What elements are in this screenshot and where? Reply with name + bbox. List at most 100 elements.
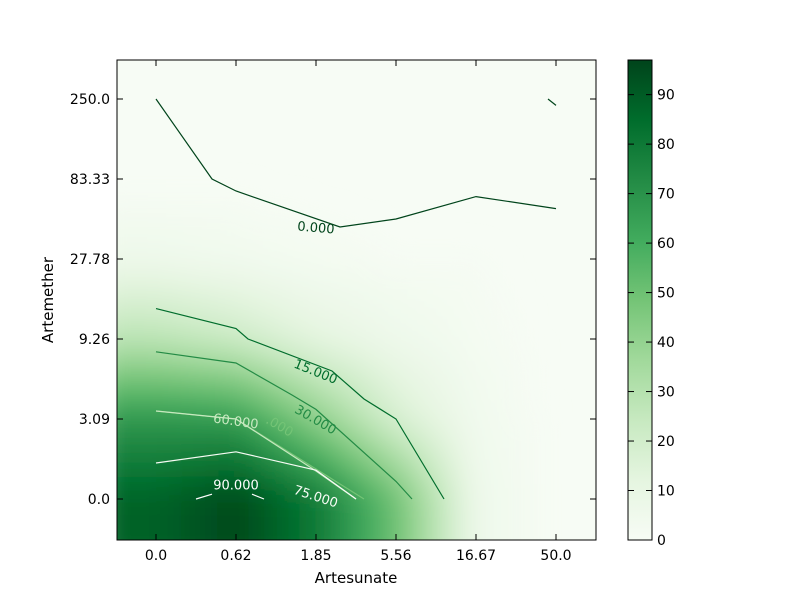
heat-cell: [181, 532, 194, 540]
heat-cell: [253, 280, 266, 293]
heat-cell: [181, 328, 194, 341]
heat-cell: [277, 532, 290, 540]
heat-cell: [421, 292, 434, 305]
heat-cell: [157, 532, 170, 540]
heat-cell: [217, 436, 230, 449]
heat-cell: [217, 232, 230, 245]
heat-cell: [445, 484, 458, 497]
heat-cell: [205, 292, 218, 305]
heat-cell: [481, 352, 494, 365]
heat-cell: [469, 364, 482, 377]
heat-cell: [289, 496, 302, 509]
heat-cell: [121, 256, 134, 269]
heat-cell: [445, 436, 458, 449]
heat-cell: [493, 532, 506, 540]
heat-cell: [349, 244, 362, 257]
heat-cell: [181, 556, 194, 569]
contour-line: [155, 451, 357, 500]
heat-cell: [117, 232, 122, 245]
heat-cell: [133, 280, 146, 293]
heat-cell: [205, 388, 218, 401]
heat-cell: [145, 412, 158, 425]
heat-cell: [325, 424, 338, 437]
heat-cell: [409, 424, 422, 437]
heat-cell: [421, 268, 434, 281]
heat-cell: [181, 304, 194, 317]
heat-cell: [433, 256, 446, 269]
heat-cell: [481, 292, 494, 305]
heat-cell: [169, 232, 182, 245]
heat-cell: [505, 484, 518, 497]
heat-cell: [241, 472, 254, 485]
heat-cell: [397, 316, 410, 329]
heat-cell: [205, 244, 218, 257]
heat-cell: [397, 292, 410, 305]
heat-cell: [301, 304, 314, 317]
heat-cell: [361, 388, 374, 401]
heat-cell: [517, 424, 530, 437]
heat-cell: [457, 496, 470, 509]
heat-cell: [217, 424, 230, 437]
heat-cell: [229, 436, 242, 449]
heat-cell: [349, 508, 362, 521]
heat-cell: [349, 448, 362, 461]
heat-cell: [265, 376, 278, 389]
heat-cell: [313, 244, 326, 257]
heat-cell: [97, 232, 110, 245]
heat-cell: [97, 292, 110, 305]
heat-cell: [457, 268, 470, 281]
heat-cell: [445, 256, 458, 269]
heat-cell: [289, 220, 302, 233]
heat-cell: [193, 472, 206, 485]
heat-cell: [157, 232, 170, 245]
contour-line: [155, 351, 413, 500]
heat-cell: [505, 412, 518, 425]
heat-cell: [397, 304, 410, 317]
y-tick-label: 9.26: [79, 332, 110, 348]
heat-cell: [169, 508, 182, 521]
heat-cell: [361, 424, 374, 437]
heat-cell: [373, 532, 386, 540]
heat-cell: [145, 304, 158, 317]
heat-cell: [241, 424, 254, 437]
heat-cell: [361, 484, 374, 497]
heat-cell: [493, 484, 506, 497]
heat-cell: [121, 472, 134, 485]
heat-cell: [121, 244, 134, 257]
heat-cell: [313, 256, 326, 269]
heat-cell: [289, 232, 302, 245]
heat-cell: [325, 448, 338, 461]
heat-cell: [421, 448, 434, 461]
heat-cell: [349, 280, 362, 293]
x-tick-label: 1.85: [300, 548, 331, 564]
heat-cell: [289, 268, 302, 281]
heat-cell: [445, 508, 458, 521]
heat-cell: [117, 496, 122, 509]
heat-cell: [373, 376, 386, 389]
heat-cell: [361, 328, 374, 341]
heat-cell: [469, 388, 482, 401]
heat-cell: [241, 292, 254, 305]
heat-cell: [169, 268, 182, 281]
heat-cell: [325, 436, 338, 449]
heat-cell: [349, 436, 362, 449]
heat-cell: [277, 484, 290, 497]
heat-cell: [181, 460, 194, 473]
heat-cell: [145, 484, 158, 497]
heat-cell: [229, 244, 242, 257]
heat-cell: [217, 412, 230, 425]
heat-cell: [97, 364, 110, 377]
heat-cell: [325, 292, 338, 305]
contour-label: 0.000: [297, 219, 335, 237]
heat-cell: [169, 328, 182, 341]
heat-cell: [337, 388, 350, 401]
heat-cell: [409, 280, 422, 293]
heat-cell: [117, 448, 122, 461]
heat-cell: [337, 232, 350, 245]
heat-cell: [409, 388, 422, 401]
heat-cell: [97, 532, 110, 545]
heat-cell: [337, 556, 350, 569]
heat-cell: [265, 460, 278, 473]
heat-cell: [433, 316, 446, 329]
heat-cell: [117, 436, 122, 449]
